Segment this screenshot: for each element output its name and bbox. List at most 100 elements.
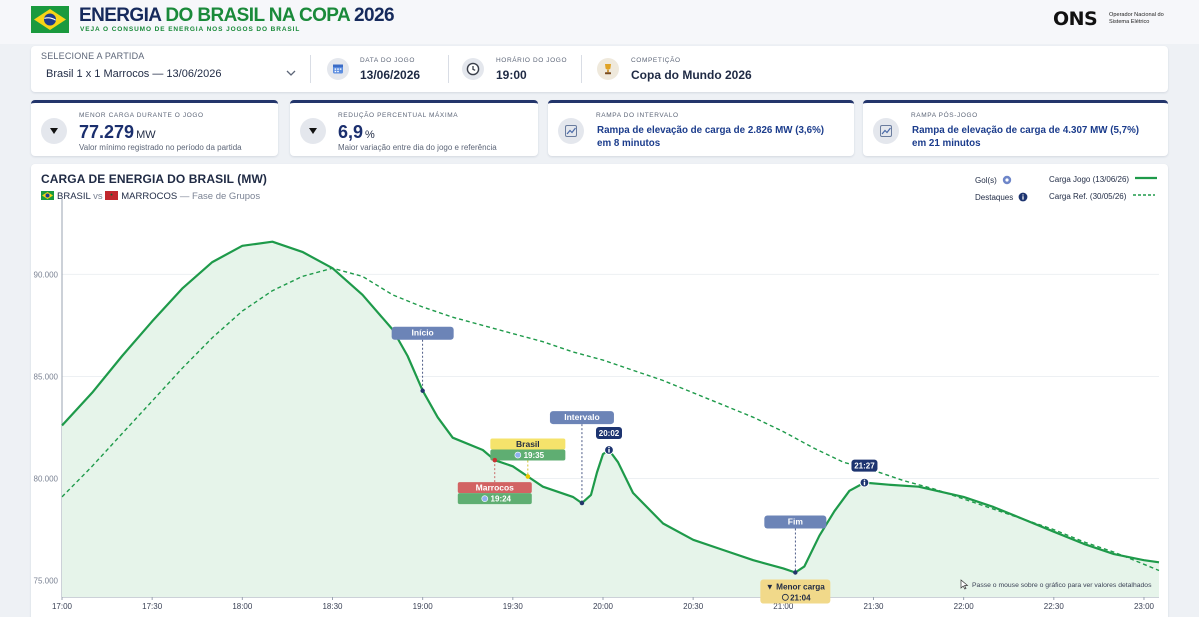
- time-label: HORÁRIO DO JOGO: [496, 57, 568, 64]
- date-label: DATA DO JOGO: [360, 57, 415, 64]
- kpi-max-reduction-note: Maior variação entre dia do jogo e refer…: [338, 143, 497, 152]
- app-subtitle: VEJA O CONSUMO DE ENERGIA NOS JOGOS DO B…: [80, 26, 301, 33]
- ons-logo: ONS: [1053, 8, 1098, 30]
- goal-time-label: 19:24: [491, 495, 512, 504]
- x-tick-label: 21:30: [863, 602, 884, 611]
- event-pill-box: [391, 326, 454, 340]
- goal-time-box: [490, 449, 566, 461]
- competition-value: Copa do Mundo 2026: [631, 68, 752, 82]
- info-icon-stem: [863, 481, 866, 486]
- arrow-down-icon: [41, 118, 67, 144]
- match-phase: Fase de Grupos: [191, 191, 261, 202]
- ons-logo-tagline: Operador Nacional do Sistema Elétrico: [1109, 12, 1164, 25]
- trophy-icon: [597, 58, 619, 80]
- event-pill-label: Intervalo: [564, 412, 599, 422]
- x-tick-label: 21:00: [773, 602, 794, 611]
- event-pill-box: [549, 411, 614, 425]
- goal-point: [525, 474, 531, 479]
- min-load-label: ▼ Menor carga: [766, 582, 826, 591]
- x-tick-label: 20:30: [683, 602, 704, 611]
- legend-goals-label: Gol(s): [975, 176, 997, 185]
- kpi-max-reduction-title: REDUÇÃO PERCENTUAL MÁXIMA: [338, 112, 459, 119]
- kpi-min-load-value: 77.279 MW: [79, 122, 156, 142]
- highlight-pill-label: 20:02: [599, 429, 620, 438]
- competition-label: COMPETIÇÃO: [631, 57, 681, 64]
- info-icon: [1019, 192, 1028, 202]
- separator-dash: —: [179, 191, 190, 202]
- trend-chart-icon: [558, 118, 584, 144]
- event-pill-label: Fim: [788, 516, 804, 526]
- team1-name: BRASIL: [57, 191, 91, 202]
- x-tick-label: 22:30: [1044, 602, 1065, 611]
- x-tick-label: 17:00: [52, 602, 73, 611]
- date-value: 13/06/2026: [360, 68, 421, 82]
- legend-highlights: Destaques: [975, 192, 1028, 202]
- highlight-pill-box: [595, 426, 622, 439]
- min-load-time: 21:04: [790, 593, 811, 602]
- kpi-max-reduction-value: 6,9%: [338, 122, 375, 142]
- match-selector-value[interactable]: Brasil 1 x 1 Marrocos — 13/06/2026: [46, 68, 222, 80]
- morocco-flag-icon: [105, 191, 119, 200]
- cursor-icon: [960, 579, 969, 590]
- arrow-down-icon: [300, 118, 326, 144]
- brazil-flag-icon: [31, 6, 69, 33]
- vs-text: vs: [93, 191, 103, 202]
- y-tick-label: 90.000: [34, 270, 59, 279]
- kpi-ramp-post: RAMPA PÓS-JOGO Rampa de elevação de carg…: [863, 100, 1168, 156]
- legend-solid-line: [1135, 176, 1158, 180]
- brazil-flag-icon: [41, 191, 54, 200]
- x-tick-label: 19:30: [503, 602, 524, 611]
- team2-name: MARROCOS: [121, 191, 178, 202]
- kpi-min-load: MENOR CARGA DURANTE O JOGO 77.279 MW Valo…: [31, 100, 278, 156]
- x-tick-label: 18:00: [232, 602, 253, 611]
- highlight-pill-label: 21:27: [854, 462, 875, 471]
- time-value: 19:00: [496, 68, 527, 82]
- divider: [448, 55, 449, 83]
- info-icon-dot: [863, 479, 866, 481]
- kpi-min-load-unit: MW: [136, 129, 156, 141]
- legend-highlights-label: Destaques: [975, 193, 1014, 202]
- legend-goals: Gol(s): [975, 175, 1012, 185]
- info-icon-stem: [608, 448, 610, 453]
- legend-game-label: Carga Jogo (13/06/26): [1049, 175, 1130, 184]
- event-pill-label: Início: [412, 328, 434, 338]
- event-point: [579, 500, 585, 506]
- goal-team-label: Brasil: [516, 439, 540, 449]
- legend-game-series: Carga Jogo (13/06/26): [1049, 175, 1158, 184]
- reference-load-line: [61, 267, 1160, 572]
- app-header: ENERGIA DO BRASIL NA COPA 2026 VEJA O CO…: [0, 0, 1199, 44]
- soccer-ball-icon: [514, 451, 522, 459]
- match-selector[interactable]: SELECIONE A PARTIDA Brasil 1 x 1 Marroco…: [41, 50, 296, 88]
- app-title: ENERGIA DO BRASIL NA COPA 2026: [79, 5, 395, 26]
- kpi-max-reduction-unit: %: [365, 129, 375, 141]
- kpi-ramp-interval: RAMPA DO INTERVALO Rampa de elevação de …: [548, 100, 854, 156]
- calendar-icon: [327, 58, 349, 80]
- goal-time-label: 19:35: [524, 451, 545, 460]
- info-icon-dot: [608, 446, 610, 449]
- x-tick-label: 19:00: [413, 602, 434, 611]
- legend-dashed-line: [1132, 194, 1155, 196]
- kpi-ramp-post-text: Rampa de elevação de carga de 4.307 MW (…: [912, 125, 1140, 149]
- hover-hint-text: Passe o mouse sobre o gráfico para ver v…: [972, 582, 1152, 589]
- soccer-ball-icon: [1002, 175, 1012, 185]
- kpi-max-reduction: REDUÇÃO PERCENTUAL MÁXIMA 6,9% Maior var…: [290, 100, 538, 156]
- match-selector-label: SELECIONE A PARTIDA: [41, 51, 145, 61]
- kpi-min-load-note: Valor mínimo registrado no período da pa…: [79, 143, 242, 152]
- trend-chart-icon: [873, 118, 899, 144]
- soccer-ball-icon: [481, 495, 489, 502]
- chevron-down-icon[interactable]: [285, 67, 297, 79]
- event-point: [420, 388, 425, 393]
- legend-ref-series: Carga Ref. (30/05/26): [1049, 192, 1155, 201]
- chart-title: CARGA DE ENERGIA DO BRASIL (MW): [41, 172, 267, 186]
- kpi-min-load-title: MENOR CARGA DURANTE O JOGO: [79, 112, 204, 119]
- match-info-bar: SELECIONE A PARTIDA Brasil 1 x 1 Marroco…: [31, 46, 1168, 92]
- load-chart[interactable]: 75.000 80.000 85.000 90.000 17:00 17:30 18:00 1…: [31, 164, 1168, 617]
- goal-time-box: [457, 493, 532, 505]
- x-tick-label: 22:00: [954, 602, 975, 611]
- kpi-ramp-post-title: RAMPA PÓS-JOGO: [911, 112, 978, 119]
- goal-team-box: [490, 438, 566, 450]
- event-pill-box: [764, 515, 827, 529]
- legend-ref-label: Carga Ref. (30/05/26): [1049, 192, 1127, 201]
- goal-team-label: Marrocos: [476, 483, 515, 493]
- match-teams: BRASIL vs MARROCOS — Fase de Grupos: [41, 191, 260, 202]
